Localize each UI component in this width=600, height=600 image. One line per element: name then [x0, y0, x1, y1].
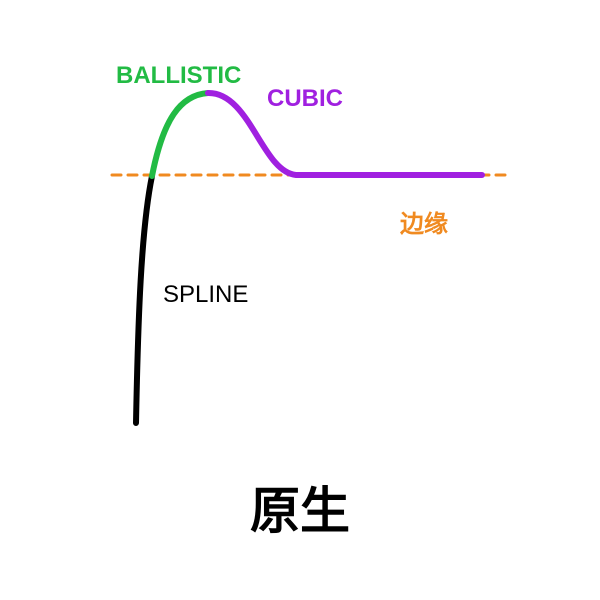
cubic-curve	[205, 89, 485, 178]
ballistic-label: BALLISTIC	[116, 62, 241, 89]
ballistic-curve	[149, 90, 211, 179]
cubic-label: CUBIC	[267, 85, 343, 112]
spline-label: SPLINE	[163, 281, 248, 308]
spline-curve	[133, 173, 155, 426]
diagram-title: 原生	[250, 482, 350, 540]
edge-label: 边缘	[400, 210, 448, 238]
